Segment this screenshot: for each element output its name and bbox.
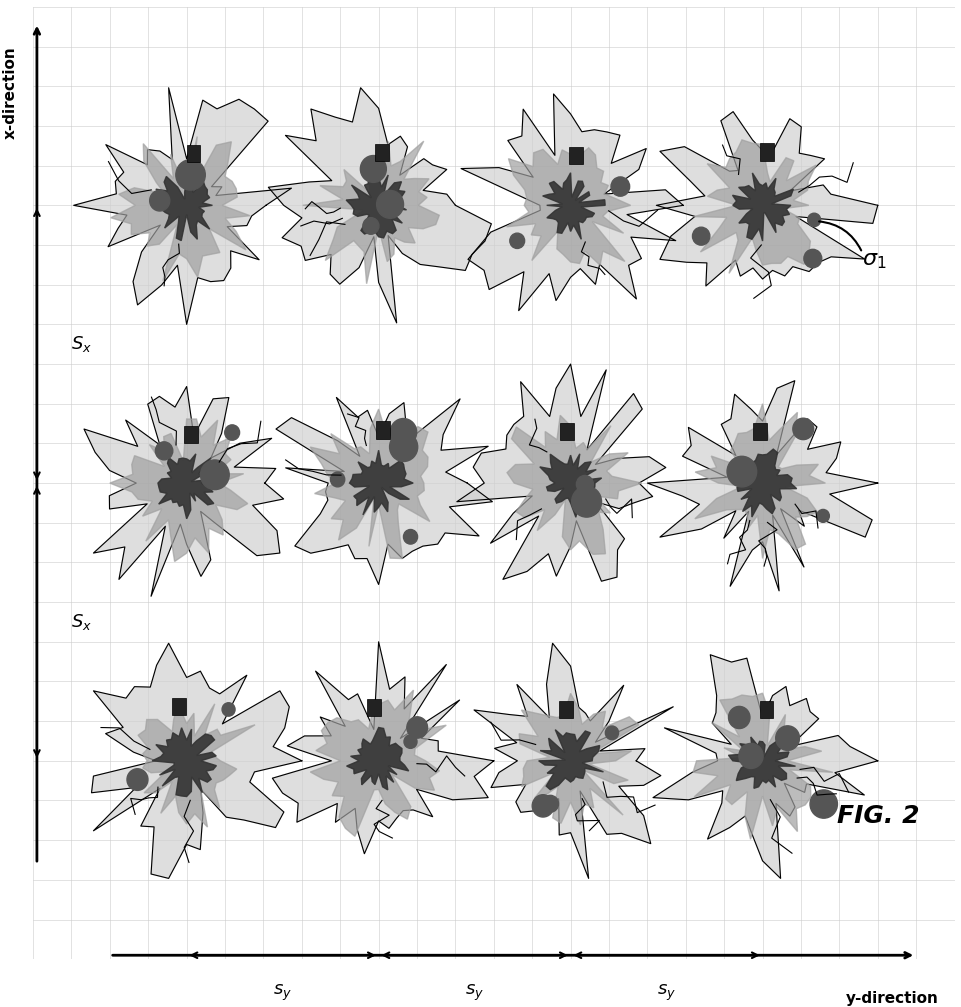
Polygon shape xyxy=(91,643,302,878)
Polygon shape xyxy=(542,173,604,240)
Bar xyxy=(172,698,186,715)
Polygon shape xyxy=(734,449,797,517)
Polygon shape xyxy=(272,641,494,854)
Bar xyxy=(186,145,201,162)
Circle shape xyxy=(390,419,416,446)
Text: $s_y$: $s_y$ xyxy=(465,983,483,1003)
Bar xyxy=(560,423,574,440)
Polygon shape xyxy=(138,704,255,827)
Circle shape xyxy=(150,190,170,211)
Polygon shape xyxy=(539,454,602,518)
Polygon shape xyxy=(538,730,604,789)
Polygon shape xyxy=(350,450,413,515)
Circle shape xyxy=(331,472,345,486)
Polygon shape xyxy=(74,88,291,324)
Bar xyxy=(185,426,198,443)
Circle shape xyxy=(360,155,386,182)
Bar xyxy=(559,701,573,718)
Bar xyxy=(367,699,381,716)
Polygon shape xyxy=(84,387,283,596)
Circle shape xyxy=(817,510,829,523)
Polygon shape xyxy=(693,693,832,839)
Bar xyxy=(375,144,389,161)
Bar xyxy=(760,143,774,160)
Circle shape xyxy=(576,475,593,493)
FancyArrowPatch shape xyxy=(819,222,861,251)
Circle shape xyxy=(728,706,750,728)
Text: $s_y$: $s_y$ xyxy=(273,983,292,1003)
Circle shape xyxy=(509,234,525,249)
Text: $S_x$: $S_x$ xyxy=(71,612,92,632)
Polygon shape xyxy=(656,112,877,286)
Circle shape xyxy=(225,425,239,440)
Bar xyxy=(759,701,773,718)
Polygon shape xyxy=(156,176,212,241)
Polygon shape xyxy=(728,737,795,788)
Circle shape xyxy=(201,460,229,489)
Polygon shape xyxy=(506,415,641,554)
Circle shape xyxy=(127,768,148,790)
Polygon shape xyxy=(346,727,408,789)
Polygon shape xyxy=(693,140,816,273)
Circle shape xyxy=(156,442,173,460)
Polygon shape xyxy=(152,728,216,797)
Text: $S_x$: $S_x$ xyxy=(71,334,92,354)
Polygon shape xyxy=(276,398,492,584)
Text: FIG. 2: FIG. 2 xyxy=(836,805,919,829)
Circle shape xyxy=(407,717,428,738)
Circle shape xyxy=(572,486,602,518)
Circle shape xyxy=(362,218,379,235)
Circle shape xyxy=(803,250,822,268)
Polygon shape xyxy=(111,137,250,281)
Polygon shape xyxy=(303,141,439,284)
Bar xyxy=(569,147,582,164)
Polygon shape xyxy=(461,94,683,310)
Polygon shape xyxy=(506,148,630,265)
Circle shape xyxy=(542,796,558,813)
Polygon shape xyxy=(268,88,491,323)
Circle shape xyxy=(738,743,763,768)
Circle shape xyxy=(793,418,813,440)
Circle shape xyxy=(605,726,618,740)
Polygon shape xyxy=(732,173,793,241)
Circle shape xyxy=(404,735,417,748)
Circle shape xyxy=(727,456,756,487)
Circle shape xyxy=(176,160,206,190)
Circle shape xyxy=(222,703,234,716)
Circle shape xyxy=(776,726,800,750)
Text: $\sigma_1$: $\sigma_1$ xyxy=(862,251,886,271)
Polygon shape xyxy=(653,655,877,878)
Polygon shape xyxy=(346,175,407,238)
Circle shape xyxy=(532,795,554,817)
Circle shape xyxy=(692,228,709,245)
Polygon shape xyxy=(456,365,665,581)
Bar xyxy=(753,423,767,440)
Circle shape xyxy=(389,432,417,461)
Circle shape xyxy=(377,190,404,219)
Text: x-direction: x-direction xyxy=(3,46,17,139)
Polygon shape xyxy=(647,381,877,591)
Circle shape xyxy=(610,177,629,196)
Polygon shape xyxy=(474,643,673,878)
Circle shape xyxy=(807,213,820,227)
Circle shape xyxy=(809,789,837,819)
Polygon shape xyxy=(695,404,825,559)
Bar xyxy=(376,422,389,439)
Text: $s_y$: $s_y$ xyxy=(656,983,676,1003)
Polygon shape xyxy=(310,690,446,836)
Text: y-direction: y-direction xyxy=(846,991,939,1006)
Polygon shape xyxy=(110,419,248,562)
Polygon shape xyxy=(158,454,213,519)
Polygon shape xyxy=(519,694,638,825)
Circle shape xyxy=(404,530,417,544)
Polygon shape xyxy=(310,409,430,559)
